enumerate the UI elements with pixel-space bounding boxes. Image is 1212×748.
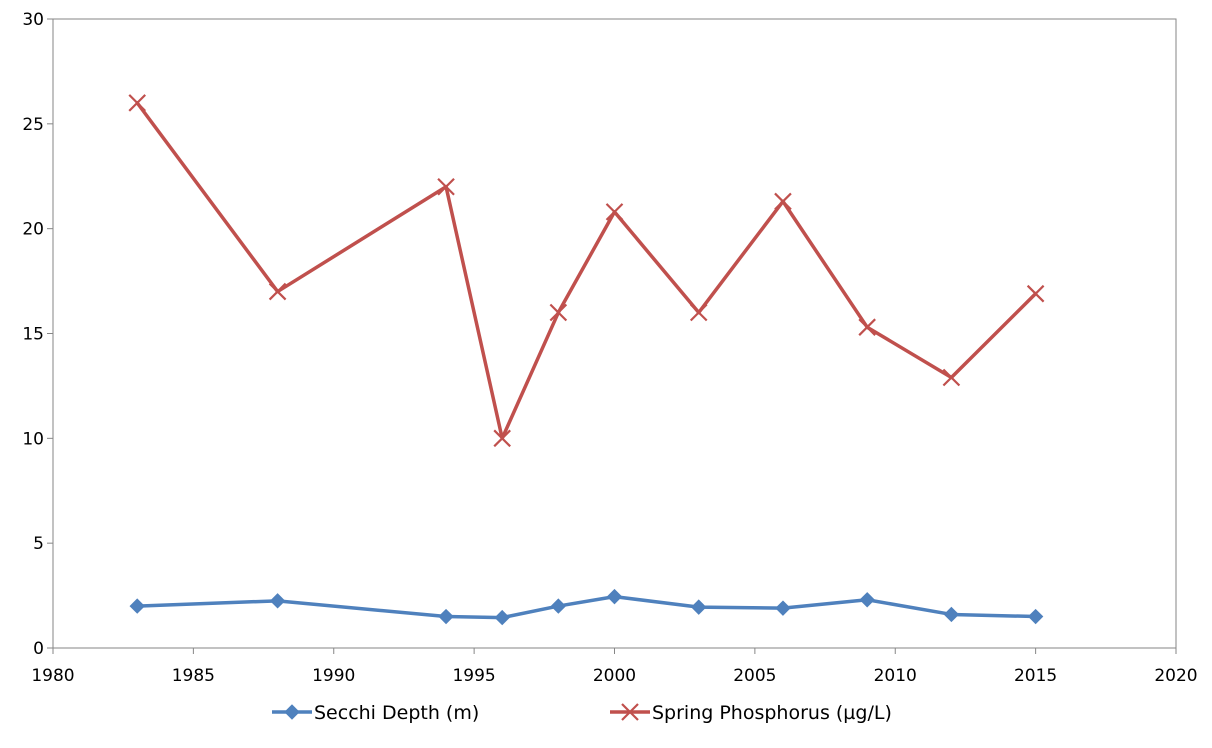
- plot-area-border: [52, 18, 1177, 649]
- data-point-diamond: [269, 593, 286, 609]
- data-point-x: [774, 192, 792, 211]
- data-point-diamond: [859, 592, 875, 608]
- y-tick-label: 15: [22, 325, 44, 345]
- legend: Secchi Depth (m) Spring Phosphorus (µg/L): [272, 702, 892, 724]
- axes-group: [47, 18, 1177, 654]
- data-point-diamond: [129, 598, 145, 614]
- data-point-x: [942, 368, 961, 387]
- x-tick-label: 1990: [312, 666, 355, 686]
- y-tick-label: 30: [22, 10, 44, 30]
- series-2: [128, 94, 1045, 448]
- y-tick-label: 20: [22, 220, 44, 240]
- x-tick-label: 1980: [31, 666, 74, 686]
- data-point-x: [549, 303, 568, 322]
- legend-item-2: Spring Phosphorus (µg/L): [610, 702, 892, 724]
- series-group: [128, 94, 1045, 626]
- data-point-diamond: [691, 599, 707, 615]
- data-point-x: [858, 318, 876, 336]
- legend-item-1: Secchi Depth (m): [272, 702, 479, 724]
- legend-label: Secchi Depth (m): [314, 702, 479, 724]
- x-tick-label: 2010: [874, 666, 917, 686]
- series-1: [129, 588, 1044, 626]
- x-tick-label: 1985: [172, 666, 215, 686]
- data-point-x: [689, 303, 708, 322]
- y-tick-label: 10: [22, 429, 44, 449]
- data-point-diamond: [943, 606, 960, 623]
- data-point-x: [128, 94, 147, 112]
- data-point-x: [621, 703, 639, 721]
- legend-label: Spring Phosphorus (µg/L): [652, 702, 892, 724]
- data-point-diamond: [438, 608, 454, 625]
- x-tick-label: 2020: [1154, 666, 1197, 686]
- data-point-diamond: [550, 598, 567, 614]
- data-point-x: [605, 203, 624, 221]
- x-tick-label: 1995: [452, 666, 495, 686]
- data-point-x: [437, 177, 455, 196]
- x-tick-label: 2005: [733, 666, 776, 686]
- y-tick-label: 5: [33, 534, 44, 554]
- data-point-diamond: [494, 609, 510, 626]
- tick-labels-group: 0 5 10 15 20 25 30 1980 1985 1990 1995 2000 2005 2010…: [22, 10, 1197, 686]
- data-point-diamond: [284, 704, 300, 720]
- y-tick-label: 0: [33, 639, 44, 659]
- data-point-diamond: [1027, 608, 1044, 625]
- data-point-x: [1026, 284, 1045, 303]
- data-point-diamond: [606, 588, 623, 605]
- data-point-x: [493, 429, 511, 448]
- series-line: [135, 101, 1038, 441]
- data-point-diamond: [775, 600, 791, 616]
- x-tick-label: 2015: [1014, 666, 1057, 686]
- y-tick-label: 25: [22, 115, 44, 135]
- x-tick-label: 2000: [593, 666, 636, 686]
- data-point-x: [268, 282, 287, 301]
